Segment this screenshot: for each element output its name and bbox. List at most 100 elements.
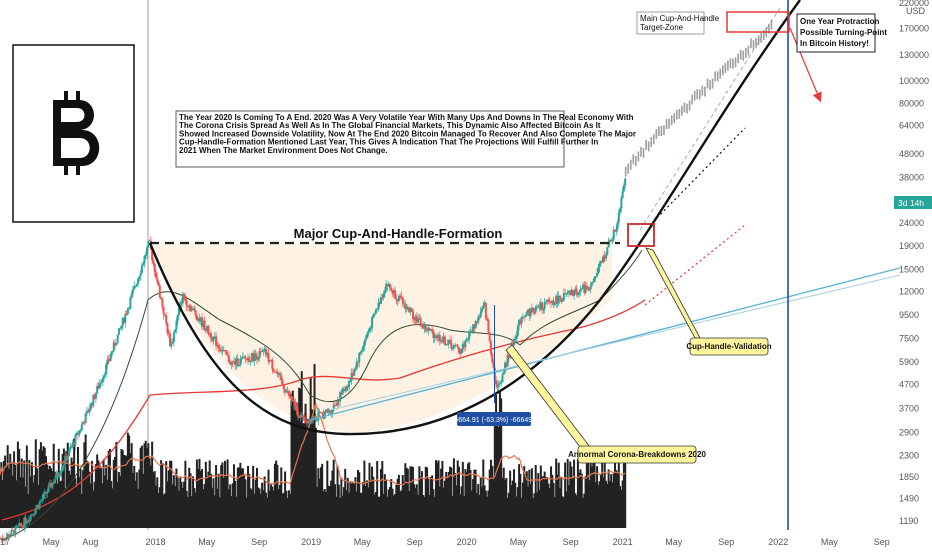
candle-body [25, 522, 28, 525]
candle-body [46, 492, 49, 494]
volume-bar [185, 490, 188, 528]
candle-body [420, 323, 423, 327]
volume-bar [222, 477, 225, 528]
volume-bar [321, 463, 324, 528]
volume-bar [599, 474, 602, 528]
volume-bar [365, 480, 368, 528]
candle-body [354, 368, 357, 371]
volume-bar [108, 448, 111, 528]
volume-bar [590, 466, 593, 528]
volume-bar [25, 445, 28, 528]
candle-body [281, 380, 284, 385]
candle-body [279, 373, 282, 376]
candle-body [562, 293, 565, 301]
volume-bar [434, 460, 437, 528]
candle-body [504, 362, 507, 373]
projected-candle [658, 126, 660, 137]
volume-bar [262, 490, 265, 528]
volume-bar [350, 483, 353, 528]
volume-bar [578, 472, 581, 528]
candle-body [525, 311, 528, 316]
volume-bar [120, 448, 123, 528]
volume-bar [406, 468, 409, 528]
volume-bar [374, 492, 377, 528]
candle-body [518, 319, 521, 326]
candle-body [206, 325, 209, 331]
candle-body [188, 305, 191, 307]
candle-body [584, 285, 587, 293]
candle-body [580, 288, 583, 290]
volume-bar [188, 467, 191, 528]
candle-body [555, 295, 558, 304]
price-tick-label: 38000 [899, 172, 924, 182]
volume-bar [349, 482, 352, 528]
volume-bar [606, 483, 609, 528]
volume-bar [78, 477, 81, 528]
candle-body [13, 530, 16, 536]
projected-candle [650, 136, 653, 147]
volume-bar [521, 482, 524, 528]
candle-body [135, 283, 138, 286]
candle-body [594, 276, 597, 278]
volume-bar [507, 492, 510, 528]
candle-body [424, 324, 427, 331]
volume-bar [473, 469, 476, 528]
volume-bar [615, 470, 618, 528]
candle-body [70, 446, 73, 448]
candle-body [422, 323, 425, 329]
volume-bar [258, 488, 261, 528]
candle-body [290, 396, 293, 401]
candle-body [427, 327, 430, 332]
volume-bar [368, 462, 371, 528]
candle-body [209, 333, 212, 339]
candle-body [403, 303, 406, 305]
volume-bar [380, 469, 383, 528]
projected-candle [757, 35, 760, 46]
time-tick-label: 2020 [457, 537, 477, 547]
time-tick-label: 2021 [613, 537, 633, 547]
volume-bar [157, 493, 160, 528]
candle-body [277, 373, 280, 375]
candle-body [385, 283, 388, 291]
candle-body [125, 313, 128, 315]
candle-body [516, 325, 519, 336]
candle-body [157, 282, 160, 286]
volume-bar [518, 464, 521, 528]
candle-body [344, 390, 347, 392]
candle-body [359, 352, 362, 354]
candle-body [14, 526, 17, 536]
candle-body [413, 318, 416, 321]
candle-body [396, 299, 399, 302]
candle-body [221, 350, 224, 352]
candle-body [124, 313, 127, 323]
volume-bar [284, 471, 287, 528]
candle-body [217, 344, 220, 349]
candle-body [119, 328, 122, 330]
candle-body [409, 308, 412, 313]
volume-bar [474, 469, 477, 528]
candle-body [198, 318, 201, 322]
volume-bar [220, 465, 223, 528]
volume-bar [413, 484, 416, 528]
trendline-support-secondary [329, 274, 901, 411]
volume-bar [16, 441, 19, 528]
candle-body [111, 351, 114, 353]
projected-candle [624, 166, 627, 177]
time-tick-label: May [198, 537, 216, 547]
candle-body [364, 338, 367, 342]
candle-body [310, 420, 313, 423]
volume-bar [610, 474, 613, 528]
candle-body [298, 416, 301, 418]
volume-bar [337, 484, 340, 528]
volume-bar [92, 490, 95, 528]
candle-body [313, 416, 316, 418]
volume-bar [229, 484, 232, 528]
protraction-line2: Possible Turning-Point [800, 28, 887, 37]
volume-bar [105, 464, 108, 528]
volume-bar [10, 461, 13, 528]
candle-body [533, 312, 536, 314]
candle-body [565, 293, 568, 295]
volume-bar [32, 482, 35, 528]
volume-bar [22, 477, 25, 528]
candle-body [56, 472, 59, 477]
